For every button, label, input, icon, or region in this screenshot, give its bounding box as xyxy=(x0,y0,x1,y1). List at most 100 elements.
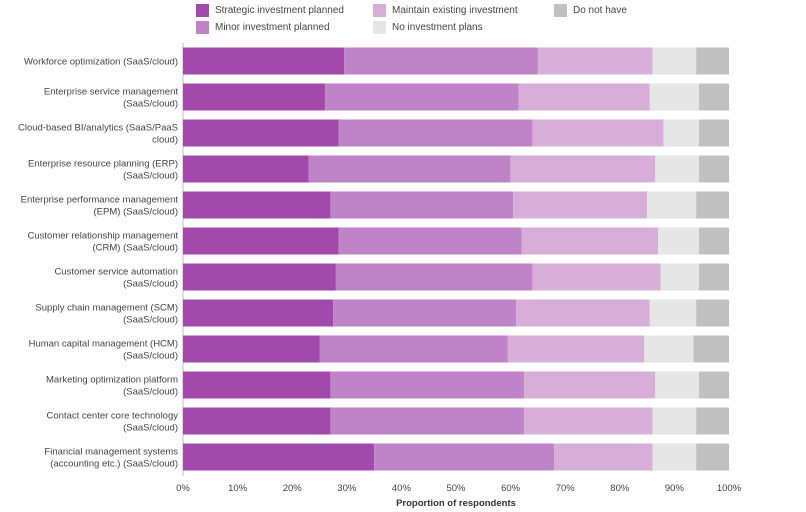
bar-segment-12-series-3 xyxy=(554,443,653,471)
bar-segment-7-series-1 xyxy=(183,263,336,291)
bar-segment-3-series-2 xyxy=(338,119,533,147)
bar-segment-1-series-5 xyxy=(696,47,729,75)
bar-segment-8-series-4 xyxy=(649,299,697,327)
bar-segment-3-series-4 xyxy=(663,119,699,147)
legend-label-minor: Minor investment planned xyxy=(215,22,330,33)
bar-segment-7-series-3 xyxy=(532,263,661,291)
bar-segment-9-series-3 xyxy=(507,335,645,363)
category-label-12-line-1: Financial management systems xyxy=(44,447,178,458)
category-label-7-line-2: (SaaS/cloud) xyxy=(123,279,178,290)
bar-segment-11-series-5 xyxy=(696,407,729,435)
bar-segment-11-series-4 xyxy=(652,407,697,435)
bar-segment-9-series-2 xyxy=(319,335,508,363)
category-label-4-line-1: Enterprise resource planning (ERP) xyxy=(28,159,178,170)
legend-label-strategic: Strategic investment planned xyxy=(215,5,344,16)
x-tick-label-8: 80% xyxy=(610,483,630,494)
legend-item-do-not-have: Do not have xyxy=(554,4,627,17)
category-label-3-line-1: Cloud-based BI/analytics (SaaS/PaaS xyxy=(18,123,178,134)
category-label-5-line-2: (EPM) (SaaS/cloud) xyxy=(94,207,178,218)
bar-segment-8-series-3 xyxy=(516,299,650,327)
category-label-6-line-1: Customer relationship management xyxy=(28,231,179,242)
chart-legend: Strategic investment planned Minor inves… xyxy=(196,4,756,34)
bar-segment-10-series-1 xyxy=(183,371,331,399)
legend-item-strategic: Strategic investment planned xyxy=(196,4,344,17)
bar-segment-10-series-4 xyxy=(655,371,699,399)
category-label-5-line-1: Enterprise performance management xyxy=(21,195,179,206)
x-tick-label-2: 20% xyxy=(283,483,303,494)
bar-segment-3-series-1 xyxy=(183,119,339,147)
bar-segment-11-series-2 xyxy=(330,407,525,435)
x-tick-label-10: 100% xyxy=(717,483,742,494)
category-label-9-line-2: (SaaS/cloud) xyxy=(123,351,178,362)
legend-swatch-strategic xyxy=(196,4,209,17)
bar-segment-12-series-1 xyxy=(183,443,375,471)
x-tick-label-4: 40% xyxy=(392,483,412,494)
category-label-4-line-2: (SaaS/cloud) xyxy=(123,171,178,182)
x-axis-title: Proportion of respondents xyxy=(396,498,516,509)
bar-segment-7-series-4 xyxy=(660,263,699,291)
bar-segment-2-series-2 xyxy=(324,83,519,111)
bar-segment-8-series-5 xyxy=(696,299,729,327)
legend-label-do-not-have: Do not have xyxy=(573,5,627,16)
bar-segment-4-series-5 xyxy=(698,155,729,183)
bar-segment-6-series-1 xyxy=(183,227,339,255)
category-label-2-line-2: (SaaS/cloud) xyxy=(123,99,178,110)
bar-segment-12-series-2 xyxy=(374,443,555,471)
bar-segment-5-series-2 xyxy=(330,191,514,219)
bar-segment-6-series-2 xyxy=(338,227,522,255)
bar-segment-11-series-1 xyxy=(183,407,331,435)
bar-segment-3-series-3 xyxy=(532,119,664,147)
bar-segment-11-series-3 xyxy=(524,407,653,435)
x-tick-label-9: 90% xyxy=(665,483,685,494)
x-tick-label-6: 60% xyxy=(501,483,521,494)
bar-segment-2-series-5 xyxy=(698,83,729,111)
bar-segment-1-series-4 xyxy=(652,47,697,75)
bar-segment-3-series-5 xyxy=(698,119,729,147)
legend-label-maintain: Maintain existing investment xyxy=(392,5,518,16)
bar-segment-10-series-5 xyxy=(698,371,729,399)
bar-segment-6-series-4 xyxy=(658,227,699,255)
legend-swatch-none xyxy=(373,21,386,34)
bar-segment-1-series-3 xyxy=(537,47,653,75)
bar-segment-10-series-2 xyxy=(330,371,525,399)
bar-segment-1-series-1 xyxy=(183,47,345,75)
legend-item-none: No investment plans xyxy=(373,21,483,34)
bar-segment-4-series-3 xyxy=(510,155,656,183)
bar-segment-9-series-1 xyxy=(183,335,320,363)
category-label-9-line-1: Human capital management (HCM) xyxy=(29,339,178,350)
legend-swatch-maintain xyxy=(373,4,386,17)
bar-segment-7-series-5 xyxy=(698,263,729,291)
bar-segment-6-series-5 xyxy=(698,227,729,255)
bar-segment-4-series-1 xyxy=(183,155,309,183)
legend-item-maintain: Maintain existing investment xyxy=(373,4,518,17)
bar-segment-4-series-4 xyxy=(655,155,699,183)
x-tick-label-1: 10% xyxy=(228,483,248,494)
bar-segment-2-series-3 xyxy=(518,83,650,111)
bar-segment-5-series-4 xyxy=(647,191,697,219)
bar-segment-12-series-4 xyxy=(652,443,697,471)
bar-segment-8-series-2 xyxy=(333,299,517,327)
bar-segment-1-series-2 xyxy=(344,47,538,75)
category-label-2-line-1: Enterprise service management xyxy=(44,87,178,98)
category-label-7-line-1: Customer service automation xyxy=(54,267,178,278)
category-label-11-line-2: (SaaS/cloud) xyxy=(123,423,178,434)
x-tick-label-7: 70% xyxy=(556,483,576,494)
category-label-12-line-2: (accounting etc.) (SaaS/cloud) xyxy=(50,459,178,470)
category-label-1-line-1: Workforce optimization (SaaS/cloud) xyxy=(24,57,178,68)
bar-segment-5-series-5 xyxy=(696,191,729,219)
bar-segment-8-series-1 xyxy=(183,299,334,327)
x-tick-label-0: 0% xyxy=(176,483,190,494)
bar-segment-12-series-5 xyxy=(696,443,729,471)
category-label-6-line-2: (CRM) (SaaS/cloud) xyxy=(92,243,178,254)
category-label-3-line-2: cloud) xyxy=(152,135,178,146)
bar-segment-7-series-2 xyxy=(335,263,533,291)
bar-segment-9-series-5 xyxy=(693,335,729,363)
category-label-10-line-2: (SaaS/cloud) xyxy=(123,387,178,398)
legend-swatch-do-not-have xyxy=(554,4,567,17)
bar-segment-5-series-1 xyxy=(183,191,331,219)
legend-swatch-minor xyxy=(196,21,209,34)
legend-item-minor: Minor investment planned xyxy=(196,21,330,34)
bar-segment-5-series-3 xyxy=(513,191,648,219)
category-label-8-line-2: (SaaS/cloud) xyxy=(123,315,178,326)
